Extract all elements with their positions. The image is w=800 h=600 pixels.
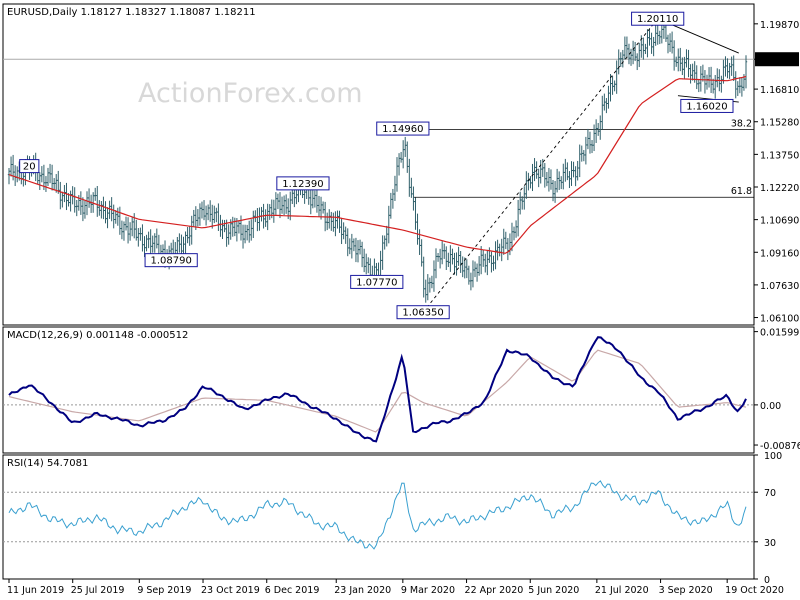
x-tick-label: 21 Jul 2020 [595, 585, 649, 596]
last-price-tag-label: 1.18211 [759, 55, 798, 66]
price-panel-title: EURUSD,Daily 1.18127 1.18327 1.18087 1.1… [7, 7, 256, 18]
rsi-y-tick-label: 100 [764, 451, 782, 462]
x-tick-label: 22 Apr 2020 [465, 585, 524, 596]
x-tick-label: 23 Oct 2019 [201, 585, 260, 596]
macd-panel-title: MACD(12,26,9) 0.001148 -0.000512 [7, 330, 188, 341]
watermark: ActionForex.com [138, 78, 363, 109]
annotation-box [350, 274, 404, 289]
trendline [422, 18, 659, 313]
annotation-label: 1.07770 [356, 277, 397, 288]
price-y-tick-label: 1.12220 [760, 183, 799, 194]
annotation-box [631, 11, 685, 26]
annotation-label: 1.12390 [282, 179, 323, 190]
price-y-tick-label: 1.06100 [760, 314, 799, 325]
rsi-panel-frame [2, 454, 755, 580]
annotation-label: 1.08790 [150, 256, 191, 267]
price-y-tick-label: 1.09160 [760, 248, 799, 259]
x-tick-label: 19 Oct 2020 [725, 585, 784, 596]
price-y-tick-label: 1.10690 [760, 216, 799, 227]
rsi-y-tick-label: 30 [764, 538, 776, 549]
price-y-tick-label: 1.15280 [760, 118, 799, 129]
x-tick-label: 6 Dec 2019 [265, 585, 320, 596]
indicator-lines [8, 75, 747, 550]
rsi-line [8, 480, 747, 550]
macd-signal-line [8, 349, 747, 433]
x-tick-label: 23 Jan 2020 [334, 585, 391, 596]
annotation-label: 1.14960 [382, 124, 423, 135]
last-price-tag [755, 52, 799, 67]
rsi-panel-title: RSI(14) 54.7081 [7, 458, 88, 469]
y-axis-ticks: 1.19870 1.18211 1.16810 1.15280 1.13750 1.122… [754, 20, 800, 586]
guide-lines [3, 58, 754, 543]
fib-level-label: 61.8 [731, 186, 752, 197]
annotation-label: 20 [23, 162, 36, 173]
x-tick-label: 9 Mar 2020 [401, 585, 455, 596]
annotation-box [144, 253, 198, 268]
price-y-tick-label: 1.13750 [760, 150, 799, 161]
price-y-tick-label: 1.19870 [760, 20, 799, 31]
x-tick-label: 5 Jun 2020 [528, 585, 579, 596]
annotation-box [396, 305, 450, 320]
macd-y-tick-label: 0.00 [760, 401, 781, 412]
rsi-y-tick-label: 70 [764, 488, 776, 499]
annotation-labels: 38.2 61.8 1.20110 1.16020 1.14960 1.12390 1.08… [19, 11, 752, 320]
fib-level-label: 38.2 [731, 119, 752, 130]
macd-line [8, 336, 747, 443]
moving-average-line [8, 75, 747, 254]
annotation-label: 1.06350 [402, 308, 443, 319]
annotation-box [680, 98, 734, 113]
rsi-y-tick-label: 0 [764, 575, 770, 586]
x-tick-label: 25 Jul 2019 [71, 585, 125, 596]
price-y-tick-label: 1.07630 [760, 281, 799, 292]
x-tick-label: 11 Jun 2019 [7, 585, 64, 596]
annotation-box [276, 176, 330, 191]
x-tick-label: 9 Sep 2019 [137, 585, 191, 596]
x-tick-label: 3 Sep 2020 [659, 585, 713, 596]
macd-y-tick-label: 0.015991 [760, 328, 800, 339]
x-axis-ticks: 11 Jun 2019 25 Jul 2019 9 Sep 2019 23 Oct 2… [7, 579, 784, 596]
annotation-box [19, 159, 40, 174]
annotation-label: 1.20110 [637, 14, 678, 25]
price-y-tick-label: 1.16810 [760, 85, 799, 96]
macd-y-tick-label: -0.00876 [760, 441, 800, 452]
annotation-label: 1.16020 [686, 101, 727, 112]
annotation-box [376, 121, 430, 136]
